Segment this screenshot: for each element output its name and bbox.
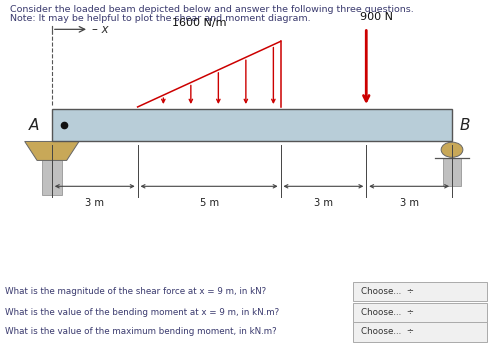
Text: B: B xyxy=(459,118,470,132)
Bar xyxy=(353,303,487,322)
Text: 1600 N/m: 1600 N/m xyxy=(172,18,226,28)
Text: Choose...  ÷: Choose... ÷ xyxy=(361,287,413,296)
Text: Consider the loaded beam depicted below and answer the following three questions: Consider the loaded beam depicted below … xyxy=(10,5,413,14)
Text: What is the value of the bending moment at x = 9 m, in kN.m?: What is the value of the bending moment … xyxy=(5,308,279,317)
Text: 3 m: 3 m xyxy=(85,198,104,208)
Bar xyxy=(42,160,62,195)
Text: A: A xyxy=(29,118,40,132)
Bar xyxy=(353,322,487,342)
Text: What is the magnitude of the shear force at x = 9 m, in kN?: What is the magnitude of the shear force… xyxy=(5,287,266,296)
Bar xyxy=(52,109,452,141)
Circle shape xyxy=(441,142,463,157)
Text: Choose...  ÷: Choose... ÷ xyxy=(361,327,413,336)
Text: 3 m: 3 m xyxy=(400,198,418,208)
Text: 5 m: 5 m xyxy=(200,198,219,208)
Text: 3 m: 3 m xyxy=(314,198,333,208)
Bar xyxy=(353,282,487,301)
Polygon shape xyxy=(25,141,79,160)
Text: – x: – x xyxy=(92,23,109,36)
Text: Note: It may be helpful to plot the shear and moment diagram.: Note: It may be helpful to plot the shea… xyxy=(10,14,311,23)
Text: 900 N: 900 N xyxy=(360,12,393,22)
Text: What is the value of the maximum bending moment, in kN.m?: What is the value of the maximum bending… xyxy=(5,327,277,336)
Bar xyxy=(444,158,460,186)
Text: Choose...  ÷: Choose... ÷ xyxy=(361,308,413,317)
